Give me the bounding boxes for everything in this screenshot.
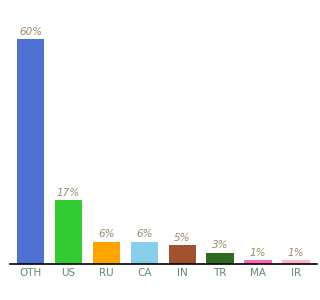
Text: 17%: 17% [57,188,80,198]
Bar [55,200,82,264]
Text: 1%: 1% [250,248,266,258]
Text: 3%: 3% [212,241,228,250]
Text: 6%: 6% [136,229,153,239]
Text: 60%: 60% [19,27,42,37]
Bar [206,253,234,264]
Bar [93,242,120,264]
Text: 6%: 6% [98,229,115,239]
Text: 1%: 1% [288,248,304,258]
Bar [17,39,44,264]
Bar [244,260,272,264]
Text: 5%: 5% [174,233,190,243]
Bar [131,242,158,264]
Bar [169,245,196,264]
Bar [282,260,309,264]
